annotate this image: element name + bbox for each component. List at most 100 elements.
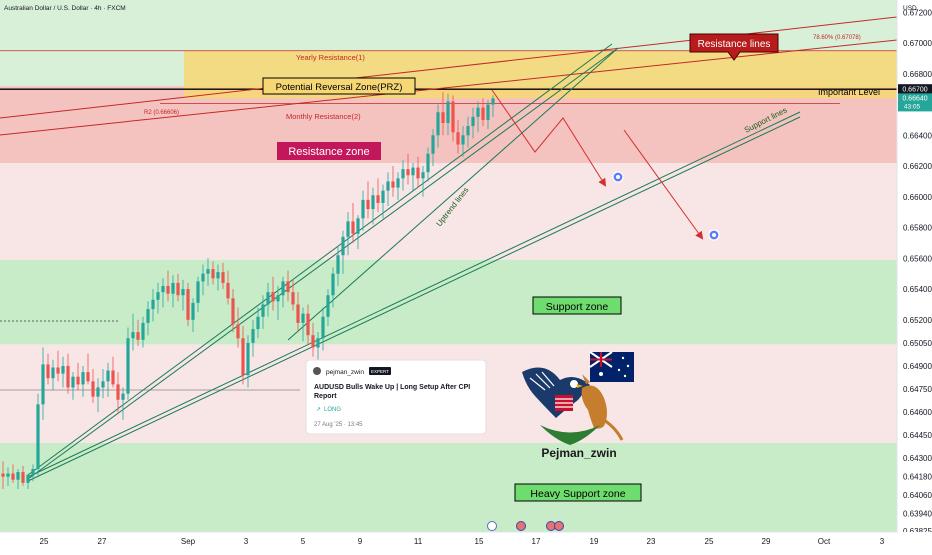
- candle-body[interactable]: [76, 376, 80, 385]
- candle-body[interactable]: [146, 309, 150, 323]
- candle-body[interactable]: [71, 376, 75, 388]
- candle-body[interactable]: [106, 370, 110, 382]
- candle-body[interactable]: [121, 393, 125, 400]
- candle-body[interactable]: [41, 364, 45, 405]
- candle-body[interactable]: [476, 107, 480, 117]
- target-marker-1[interactable]: [612, 171, 624, 183]
- us-flag-icon-1[interactable]: [516, 521, 526, 531]
- candle-body[interactable]: [376, 195, 380, 203]
- target-marker-2[interactable]: [708, 229, 720, 241]
- candle-body[interactable]: [131, 332, 135, 339]
- support-line-1[interactable]: [27, 111, 801, 478]
- uptrend-line-2[interactable]: [27, 47, 619, 480]
- candle-body[interactable]: [296, 304, 300, 323]
- candle-body[interactable]: [361, 199, 365, 219]
- candle-body[interactable]: [346, 221, 350, 237]
- last-price-tag[interactable]: 0.66640 43:05: [898, 93, 932, 112]
- candle-body[interactable]: [441, 112, 445, 124]
- candle-body[interactable]: [321, 316, 325, 339]
- candle-body[interactable]: [436, 112, 440, 136]
- candle-body[interactable]: [176, 282, 180, 296]
- candle-body[interactable]: [456, 132, 460, 145]
- us-flag-icon-3[interactable]: [554, 521, 564, 531]
- candle-body[interactable]: [141, 322, 145, 340]
- candle-body[interactable]: [311, 335, 315, 348]
- candle-body[interactable]: [116, 384, 120, 400]
- candle-body[interactable]: [161, 285, 165, 293]
- candle-body[interactable]: [186, 289, 190, 320]
- candle-body[interactable]: [11, 473, 15, 480]
- economic-events[interactable]: [487, 521, 564, 531]
- candle-body[interactable]: [341, 236, 345, 256]
- candle-body[interactable]: [1, 473, 5, 477]
- candle-body[interactable]: [486, 104, 490, 120]
- resistance-trendline-2[interactable]: [0, 39, 898, 136]
- candle-body[interactable]: [381, 190, 385, 203]
- candle-body[interactable]: [406, 169, 410, 176]
- candle-body[interactable]: [6, 473, 10, 477]
- candle-body[interactable]: [211, 269, 215, 279]
- candle-body[interactable]: [51, 367, 55, 379]
- candle-body[interactable]: [181, 289, 185, 296]
- time-axis[interactable]: [0, 532, 932, 550]
- candle-body[interactable]: [46, 364, 50, 379]
- candle-body[interactable]: [356, 218, 360, 234]
- candle-body[interactable]: [471, 116, 475, 127]
- event-icon-1[interactable]: [487, 521, 497, 531]
- candle-body[interactable]: [351, 221, 355, 234]
- candle-body[interactable]: [156, 292, 160, 300]
- candle-body[interactable]: [261, 304, 265, 317]
- candle-body[interactable]: [251, 329, 255, 343]
- candle-body[interactable]: [101, 381, 105, 388]
- candle-body[interactable]: [286, 281, 290, 293]
- candle-body[interactable]: [221, 272, 225, 283]
- candle-body[interactable]: [136, 332, 140, 340]
- candle-body[interactable]: [426, 153, 430, 173]
- candle-body[interactable]: [56, 367, 60, 374]
- support-line-2[interactable]: [27, 116, 801, 482]
- candle-body[interactable]: [446, 101, 450, 124]
- candle-body[interactable]: [301, 313, 305, 323]
- candle-body[interactable]: [171, 282, 175, 294]
- candle-body[interactable]: [86, 372, 90, 382]
- candle-body[interactable]: [266, 292, 270, 305]
- candle-body[interactable]: [191, 302, 195, 320]
- candle-body[interactable]: [216, 272, 220, 279]
- candle-body[interactable]: [386, 181, 390, 191]
- candle-body[interactable]: [396, 178, 400, 188]
- candle-body[interactable]: [21, 472, 25, 483]
- candle-body[interactable]: [31, 468, 35, 476]
- candle-body[interactable]: [126, 338, 130, 394]
- candle-body[interactable]: [66, 365, 70, 388]
- important-level-tag[interactable]: 0.66700: [898, 84, 932, 95]
- candle-body[interactable]: [196, 281, 200, 303]
- candle-body[interactable]: [241, 338, 245, 376]
- candle-body[interactable]: [226, 282, 230, 299]
- candle-body[interactable]: [306, 313, 310, 336]
- candle-body[interactable]: [236, 324, 240, 339]
- candle-body[interactable]: [166, 285, 170, 294]
- candle-body[interactable]: [61, 365, 65, 374]
- candle-body[interactable]: [336, 255, 340, 274]
- candle-body[interactable]: [331, 273, 335, 296]
- candle-body[interactable]: [371, 195, 375, 210]
- candle-body[interactable]: [111, 370, 115, 385]
- candle-body[interactable]: [466, 126, 470, 136]
- candle-body[interactable]: [416, 167, 420, 179]
- candle-body[interactable]: [291, 292, 295, 305]
- price-axis[interactable]: [897, 0, 932, 532]
- candle-body[interactable]: [461, 135, 465, 145]
- uptrend-line-1[interactable]: [27, 43, 613, 476]
- candle-body[interactable]: [421, 172, 425, 179]
- candle-body[interactable]: [256, 316, 260, 330]
- candle-body[interactable]: [36, 404, 40, 469]
- candle-body[interactable]: [276, 295, 280, 302]
- candle-body[interactable]: [81, 372, 85, 385]
- candle-body[interactable]: [491, 98, 495, 105]
- candle-body[interactable]: [246, 342, 250, 376]
- idea-card[interactable]: pejman_zwin EXPERT AUDUSD Bulls Wake Up …: [305, 359, 487, 435]
- candle-body[interactable]: [316, 338, 320, 348]
- candle-body[interactable]: [96, 387, 100, 397]
